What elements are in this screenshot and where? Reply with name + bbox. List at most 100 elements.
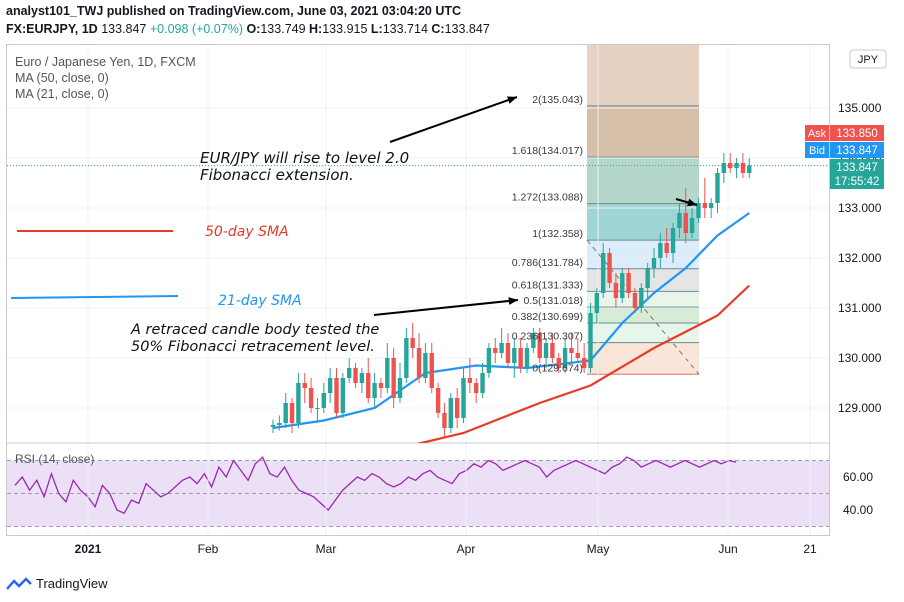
candle-body bbox=[728, 163, 733, 168]
candle-body bbox=[734, 163, 739, 168]
ask-price-box bbox=[830, 125, 884, 141]
candle-body bbox=[626, 273, 631, 293]
candle-body bbox=[270, 425, 276, 427]
candle-body bbox=[512, 348, 517, 363]
candle-body bbox=[461, 378, 466, 418]
candle-body bbox=[315, 408, 320, 409]
candle-body bbox=[518, 348, 523, 368]
candle-body bbox=[543, 343, 549, 358]
annotation-extension-line2: Fibonacci extension. bbox=[200, 166, 354, 184]
candle-body bbox=[283, 403, 288, 423]
fib-level-label: 0.382(130.699) bbox=[512, 311, 583, 323]
bid-label: Bid bbox=[809, 145, 825, 157]
symbol-label: FX:EURJPY, 1D bbox=[6, 22, 98, 36]
candle-body bbox=[658, 243, 663, 258]
candle-body bbox=[524, 348, 530, 368]
bid-tag bbox=[805, 142, 829, 158]
ask-tag bbox=[805, 125, 829, 141]
price-tick-label: 133.000 bbox=[838, 201, 882, 215]
fib-zone bbox=[587, 157, 699, 204]
candle-body bbox=[359, 373, 365, 383]
candle-body bbox=[505, 343, 511, 363]
candle-body bbox=[423, 353, 428, 378]
candle-body bbox=[702, 203, 707, 208]
candle-body bbox=[397, 378, 403, 398]
annotation-retrace-line2: 50% Fibonacci retracement level. bbox=[131, 339, 375, 355]
rsi-tick-label: 60.00 bbox=[843, 470, 873, 484]
candle-body bbox=[683, 213, 688, 233]
publish-info: analyst101_TWJ published on TradingView.… bbox=[6, 4, 461, 18]
candle-body bbox=[347, 368, 352, 378]
fib-zone bbox=[587, 307, 699, 324]
candle-body bbox=[308, 388, 314, 408]
candle-body bbox=[372, 383, 377, 398]
candle-body bbox=[651, 258, 657, 268]
low-value: 133.714 bbox=[382, 22, 428, 36]
candle-body bbox=[556, 358, 561, 368]
fib-zone bbox=[587, 45, 699, 106]
candle-body bbox=[581, 358, 587, 368]
candle-body bbox=[340, 378, 346, 413]
price-tick-label: 135.000 bbox=[838, 101, 882, 115]
price-tick-label: 130.000 bbox=[838, 351, 882, 365]
close-value: 133.847 bbox=[444, 22, 490, 36]
candle-body bbox=[480, 373, 485, 393]
candle-body bbox=[531, 333, 536, 348]
fib-level-label: 1.618(134.017) bbox=[512, 145, 583, 157]
fib-level-label: 0.618(131.333) bbox=[512, 279, 583, 291]
time-tick-label: Mar bbox=[316, 542, 337, 556]
candle-body bbox=[321, 393, 326, 408]
annotation-sma21: 21-day SMA bbox=[218, 293, 302, 309]
fib-zone bbox=[587, 323, 699, 343]
candle-body bbox=[499, 343, 504, 353]
candle-body bbox=[474, 383, 479, 393]
annotation-arrow-extension-head bbox=[507, 96, 517, 104]
candle-body bbox=[601, 253, 606, 293]
time-tick-label: May bbox=[587, 542, 610, 556]
candle-body bbox=[562, 348, 568, 368]
fib-level-label: 1.272(133.088) bbox=[512, 192, 583, 204]
chart-legend: Euro / Japanese Yen, 1D, FXCM MA (50, cl… bbox=[15, 54, 196, 102]
ask-price: 133.850 bbox=[836, 128, 878, 140]
candle-body bbox=[296, 383, 301, 423]
fib-level-label: 2(135.043) bbox=[532, 94, 583, 106]
candle-body bbox=[442, 413, 447, 428]
candle-body bbox=[385, 358, 390, 388]
price-tick-label: 131.000 bbox=[838, 301, 882, 315]
annotation-arrow-small-head bbox=[687, 198, 697, 207]
time-tick-label: 21 bbox=[803, 542, 817, 556]
candle-body bbox=[588, 313, 593, 368]
tradingview-logo[interactable]: TradingView bbox=[6, 576, 108, 591]
fib-zone bbox=[587, 203, 699, 241]
annotation-extension-line1: EUR/JPY will rise to level 2.0 bbox=[200, 149, 409, 167]
fib-level-label: 0.5(131.018) bbox=[523, 295, 583, 307]
candle-body bbox=[594, 293, 600, 313]
open-label: O: bbox=[246, 22, 261, 36]
fib-trend-line bbox=[586, 239, 700, 375]
candle-body bbox=[747, 165, 752, 173]
candle-body bbox=[493, 348, 498, 353]
publish-text: analyst101_TWJ published on TradingView.… bbox=[6, 4, 462, 18]
rsi-line bbox=[14, 456, 737, 515]
tradingview-logo-icon bbox=[6, 576, 32, 590]
ma50-legend: MA (50, close, 0) bbox=[15, 71, 109, 85]
candle-body bbox=[569, 348, 574, 353]
sma21-sample-line bbox=[10, 295, 179, 299]
candle-body bbox=[435, 388, 441, 413]
annotation-arrow-retrace-head bbox=[508, 297, 518, 305]
time-tick-label: Apr bbox=[457, 542, 476, 556]
candle-body bbox=[391, 358, 396, 398]
open-value: 133.749 bbox=[260, 22, 306, 36]
candle-body bbox=[632, 293, 638, 308]
candle-body bbox=[613, 283, 619, 298]
last-price: 133.847 bbox=[101, 22, 147, 36]
candle-body bbox=[639, 288, 644, 308]
candle-body bbox=[708, 203, 714, 208]
price-tick-label: 132.000 bbox=[838, 251, 882, 265]
candle-body bbox=[378, 383, 384, 388]
candle-body bbox=[537, 333, 542, 358]
ma21-legend: MA (21, close, 0) bbox=[15, 87, 109, 101]
ohlc-header: FX:EURJPY, 1D 133.847 +0.098 (+0.07%) O:… bbox=[6, 22, 490, 36]
candle-body bbox=[302, 383, 307, 388]
